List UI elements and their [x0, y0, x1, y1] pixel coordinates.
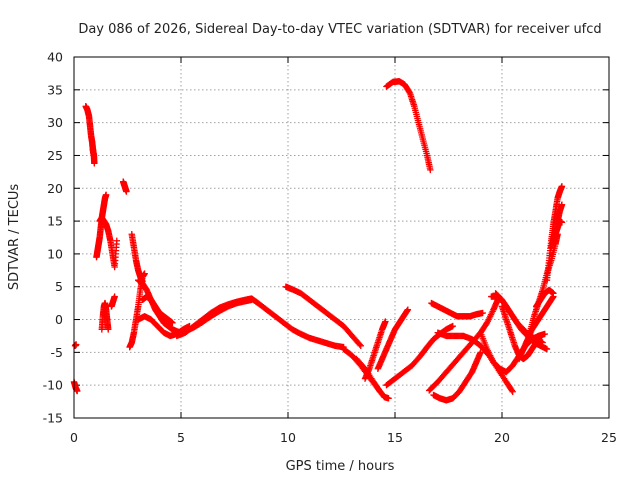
plot-frame	[73, 56, 610, 419]
data-point	[111, 293, 118, 300]
data-point	[91, 160, 98, 167]
y-tick-label: 35	[47, 82, 63, 97]
data-point	[449, 322, 456, 330]
series-arc-07	[108, 293, 118, 310]
series-arc-24	[430, 349, 484, 404]
grid-lines	[74, 57, 609, 418]
data-point	[541, 330, 548, 338]
data-point	[141, 270, 148, 277]
data-point	[479, 309, 486, 317]
series-arc-23	[426, 296, 501, 394]
y-tick-label: 15	[47, 214, 63, 229]
data-point	[385, 395, 392, 402]
x-tick-label: 25	[601, 430, 617, 445]
chart-title: Day 086 of 2026, Sidereal Day-to-day VTE…	[78, 22, 601, 37]
series-arc-36	[552, 217, 566, 238]
data-point	[537, 332, 544, 340]
series-arc-22	[383, 78, 434, 174]
series-arc-33	[533, 286, 557, 310]
series-arc-02	[71, 341, 80, 349]
y-tick-label: 30	[47, 115, 63, 130]
y-tick-label: 25	[47, 148, 63, 163]
series-arc-08	[120, 178, 130, 195]
series-arc-06	[98, 299, 112, 333]
data-point	[477, 349, 484, 356]
data-point	[356, 341, 363, 348]
series-arc-21	[383, 322, 456, 389]
data-point	[123, 188, 130, 195]
y-tick-label: 0	[55, 312, 63, 327]
x-tick-label: 20	[494, 430, 510, 445]
x-tick-label: 0	[70, 430, 78, 445]
data-point	[169, 319, 176, 327]
data-point	[427, 166, 434, 174]
y-tick-label: -10	[43, 378, 63, 393]
y-tick-label: -5	[51, 345, 63, 360]
series-arc-20	[374, 306, 412, 372]
data-point	[382, 318, 389, 325]
data-point	[113, 237, 120, 244]
x-tick-label: 5	[177, 430, 185, 445]
series-arc-16	[282, 283, 364, 349]
series-arc-10	[128, 231, 146, 285]
data-point	[404, 306, 412, 313]
data-series	[70, 78, 566, 404]
data-point	[558, 219, 566, 226]
data-point	[543, 345, 551, 353]
x-tick-label: 10	[280, 430, 296, 445]
y-axis-label: SDTVAR / TECUs	[7, 184, 22, 291]
series-arc-32	[526, 231, 561, 336]
data-point	[508, 387, 516, 394]
data-point	[558, 201, 566, 208]
series-arc-01	[70, 378, 81, 395]
y-tick-label: 40	[47, 50, 63, 65]
series-arc-03	[82, 103, 98, 167]
data-point	[550, 290, 557, 297]
data-point	[74, 387, 81, 395]
data-point	[357, 342, 364, 349]
y-tick-label: 20	[47, 181, 63, 196]
data-point	[376, 387, 383, 394]
y-tick-label: -15	[43, 411, 63, 426]
data-point	[105, 326, 112, 333]
series-arc-05	[96, 214, 120, 271]
data-point	[248, 296, 255, 304]
data-point	[509, 388, 516, 395]
axis-ticks: 0 5 10 15 20 25 -15 -10 -5 0 5 10 15 20 25 30 35 40	[43, 50, 617, 446]
data-point	[102, 191, 110, 199]
data-point	[376, 388, 384, 395]
series-arc-13	[139, 293, 176, 327]
series-arc-15	[182, 296, 255, 335]
y-tick-label: 10	[47, 246, 63, 261]
x-axis-label: GPS time / hours	[286, 459, 395, 474]
y-tick-label: 5	[55, 279, 63, 294]
data-point	[558, 183, 566, 190]
series-arc-25	[428, 299, 486, 320]
series-arc-19	[361, 318, 389, 382]
x-tick-label: 15	[387, 430, 403, 445]
